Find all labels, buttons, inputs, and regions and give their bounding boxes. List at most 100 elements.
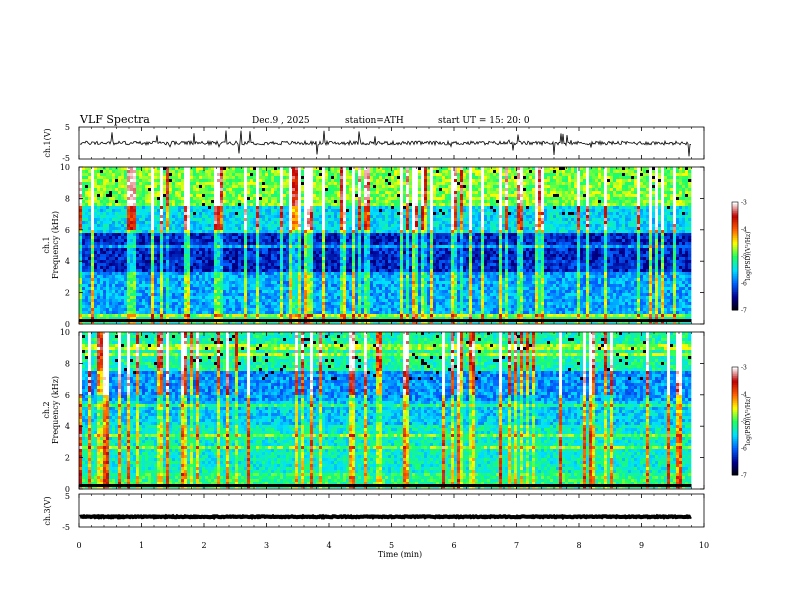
cb1-cell <box>732 221 738 225</box>
cb2-cell <box>732 442 738 445</box>
date-label: Dec.9 , 2025 <box>252 116 310 126</box>
time-tick-label: 6 <box>451 541 456 550</box>
ch2-spec-ylabel-freq: Frequency (kHz) <box>51 376 60 444</box>
time-tick-label: 4 <box>326 541 331 550</box>
cb1-cell <box>732 214 738 217</box>
cb2-cell <box>732 444 738 447</box>
cb1-cell <box>732 261 738 264</box>
cb2-cell <box>732 413 738 417</box>
ch2-colorbar: -3 -4 -5 -6 -7 log(PSD)(V²/Hz) <box>731 365 752 480</box>
time-tick-label: 10 <box>699 541 709 550</box>
cb1-cell <box>732 288 738 291</box>
ch3wave-line <box>79 513 692 520</box>
ch1-ylabel: ch.1(V) <box>43 128 52 157</box>
cb2-border <box>731 366 739 476</box>
ch3-waveform-frame <box>78 493 705 528</box>
time-tick-label: 8 <box>576 541 581 550</box>
cb2-cell <box>732 439 738 442</box>
cb2-cell <box>732 422 738 426</box>
cb1-cell <box>732 263 738 266</box>
cb2-cell <box>732 453 738 456</box>
cb1-cell <box>732 256 738 259</box>
cb2t-label: -3 <box>741 365 747 372</box>
cb2-cell <box>732 451 738 454</box>
cb1-cell <box>732 220 738 223</box>
cb2t-label: -7 <box>741 473 747 480</box>
cb1-cell <box>732 279 738 282</box>
cb1t-label: -5 <box>741 254 747 261</box>
spec2yt-label: 6 <box>65 391 70 400</box>
cb1-cell <box>732 229 738 232</box>
ch2-spec-ylabel-channel: ch.2 <box>42 401 51 418</box>
ch1-colorbar: -3 -4 -5 -6 -7 log(PSD)(V²/Hz) <box>731 200 752 315</box>
cb1-cell <box>732 295 738 298</box>
cb1-cell <box>732 281 738 284</box>
cb2-cell <box>732 370 738 373</box>
cb1-cell <box>732 272 738 275</box>
cb2-cell <box>732 458 738 462</box>
cb2-cell <box>732 381 738 384</box>
ch1-spec-ylabel-channel: ch.1 <box>42 236 51 253</box>
figure-title: VLF Spectra <box>79 113 150 126</box>
time-tick-label: 9 <box>639 541 644 550</box>
cb1-cell <box>732 202 738 205</box>
cb2-cell <box>732 386 738 390</box>
ch1-waveform-trace <box>79 130 692 157</box>
ch3-ytick-top: 5 <box>65 492 70 501</box>
cb2-cell <box>732 376 738 379</box>
ch1-ytick-top: 5 <box>65 123 70 132</box>
cb1-cell <box>732 227 738 230</box>
cb1-border <box>731 201 739 311</box>
cb1-cell <box>732 238 738 241</box>
cb2-cell <box>732 372 738 375</box>
cb2-cell <box>732 404 738 408</box>
cb2-cell <box>732 383 738 386</box>
cb1-cell <box>732 299 738 302</box>
cb2-cell <box>732 426 738 429</box>
ch2-colorbar-gradient <box>731 366 739 476</box>
cb2-cell <box>732 446 738 449</box>
ch1-colorbar-ticks: -3 -4 -5 -6 -7 <box>741 200 747 315</box>
cb2t-label: -5 <box>741 419 747 426</box>
cb2-cell <box>732 473 738 476</box>
cb1-cell <box>732 216 738 219</box>
cb1-cell <box>732 284 738 288</box>
cb1-cell <box>732 301 738 304</box>
cb1-cell <box>732 292 738 295</box>
cb1-cell <box>732 243 738 246</box>
cb2-cell <box>732 457 738 460</box>
cb2-cell <box>732 392 738 395</box>
cb2-cell <box>732 421 738 424</box>
cb2-cell <box>732 374 738 377</box>
ch1-spectrogram-yticks: 0 2 4 6 8 10 <box>60 163 704 329</box>
cb2-cell <box>732 455 738 458</box>
cb1t-label: -4 <box>741 227 747 234</box>
ch2-spectrogram-panel: 0 2 4 6 8 10 ch.2 Frequency (kHz) <box>42 328 705 494</box>
cb1-cell <box>732 274 738 277</box>
cb2-cell <box>732 401 738 404</box>
cb2-cell <box>732 399 738 402</box>
cb1-cell <box>732 293 738 297</box>
cb2-cell <box>732 464 738 467</box>
cb1-cell <box>732 275 738 279</box>
cb1-cell <box>732 268 738 271</box>
spec1yt-label: 6 <box>65 226 70 235</box>
cb1-cell <box>732 257 738 261</box>
spec2yt-label: 0 <box>65 485 70 494</box>
cb2-cell <box>732 417 738 420</box>
cb2-cell <box>732 460 738 463</box>
cb2-cell <box>732 408 738 411</box>
ch2-colorbar-label: log(PSD)(V²/Hz) <box>745 397 752 446</box>
ch3-waveform-panel: 5 -5 ch.3(V) <box>43 492 705 532</box>
spec1yt-label: 2 <box>65 289 70 298</box>
cb2-cell <box>732 403 738 406</box>
cb2-cell <box>732 448 738 451</box>
cb2-cell <box>732 397 738 400</box>
cb1-cell <box>732 297 738 300</box>
cb2-cell <box>732 467 738 471</box>
cb2-cell <box>732 466 738 469</box>
cb1-cell <box>732 259 738 262</box>
cb2-cell <box>732 440 738 444</box>
cb2-cell <box>732 471 738 474</box>
cb2-cell <box>732 428 738 431</box>
